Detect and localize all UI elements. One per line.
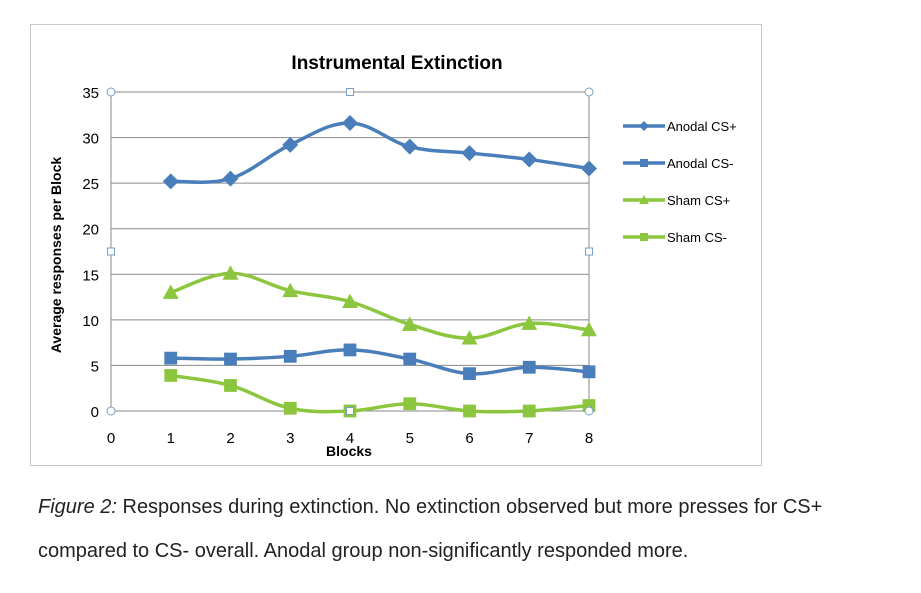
legend-marker-sham-csplus (639, 195, 649, 204)
data-point-sham-csminus-2 (224, 379, 237, 392)
data-point-sham-csplus-8 (581, 321, 597, 337)
x-axis-label: Blocks (326, 443, 372, 459)
x-tick-label-6: 6 (465, 430, 473, 447)
data-point-sham-csplus-7 (521, 315, 538, 330)
legend-label-anodal-csminus: Anodal CS- (667, 156, 733, 171)
data-point-anodal-csplus-6 (461, 145, 478, 162)
selection-handle-corner-1 (584, 87, 594, 97)
data-point-sham-csminus-1 (164, 369, 178, 382)
x-tick-label-8: 8 (585, 430, 593, 447)
data-point-anodal-csplus-3 (282, 136, 299, 153)
data-point-anodal-csplus-8 (581, 160, 597, 177)
selection-handle-side-1 (346, 407, 354, 415)
figure-caption-line-2: compared to CS- overall. Anodal group no… (38, 540, 688, 563)
data-point-anodal-csplus-4 (342, 114, 358, 131)
y-tick-label-15: 15 (82, 267, 99, 284)
legend-marker-sham-csminus (640, 233, 648, 241)
selection-handles (106, 87, 594, 416)
data-point-anodal-csminus-8 (582, 365, 596, 379)
legend: Anodal CS+ Anodal CS- Sham CS+ Sham CS- (623, 119, 737, 245)
data-point-sham-csplus-5 (401, 316, 418, 331)
x-tick-label-4: 4 (346, 430, 354, 447)
x-tick-label-7: 7 (525, 430, 533, 447)
data-point-sham-csminus-6 (463, 404, 476, 418)
data-point-anodal-csminus-2 (224, 352, 237, 366)
line-chart: Instrumental Extinction Average response… (48, 53, 737, 459)
chart-title: Instrumental Extinction (291, 53, 502, 74)
x-tick-label-0: 0 (107, 430, 115, 447)
y-tick-label-30: 30 (82, 131, 99, 148)
data-point-anodal-csplus-7 (521, 151, 538, 168)
legend-label-anodal-csplus: Anodal CS+ (667, 119, 737, 134)
selection-handle-corner-3 (584, 406, 594, 416)
legend-label-sham-csplus: Sham CS+ (667, 193, 730, 208)
data-point-sham-csplus-2 (222, 265, 239, 280)
data-point-sham-csminus-7 (522, 404, 536, 418)
y-axis-label: Average responses per Block (48, 157, 64, 354)
x-tick-label-3: 3 (286, 430, 294, 447)
data-point-anodal-csminus-4 (343, 343, 357, 357)
figure-caption-text-1: Responses during extinction. No extincti… (116, 496, 823, 518)
data-point-anodal-csminus-6 (463, 367, 476, 381)
data-point-anodal-csminus-3 (283, 349, 297, 363)
data-point-sham-csplus-1 (162, 284, 179, 299)
data-point-anodal-csplus-1 (162, 173, 179, 190)
figure-caption-text-2: compared to CS- overall. Anodal group no… (38, 540, 689, 562)
y-tick-label-10: 10 (82, 313, 99, 330)
selection-handle-corner-0 (106, 87, 116, 97)
legend-marker-anodal-csplus (639, 121, 649, 131)
x-tick-label-5: 5 (406, 430, 414, 447)
selection-handle-corner-2 (106, 406, 116, 416)
data-point-sham-csminus-3 (283, 401, 297, 415)
legend-label-sham-csminus: Sham CS- (667, 230, 727, 245)
selection-handle-side-2 (107, 247, 115, 256)
data-point-sham-csminus-5 (403, 397, 417, 411)
selection-handle-side-3 (585, 247, 593, 256)
data-point-anodal-csminus-5 (403, 352, 417, 366)
figure-caption-line-1: Figure 2: Responses during extinction. N… (38, 496, 822, 519)
data-point-sham-csplus-3 (282, 282, 299, 298)
data-point-anodal-csplus-2 (222, 170, 239, 187)
y-tick-label-35: 35 (82, 85, 99, 102)
y-tick-label-20: 20 (82, 222, 99, 239)
data-point-sham-csplus-4 (342, 293, 358, 309)
axes: 0 5 10 15 20 25 30 35 0 1 2 3 4 5 6 7 8 (82, 85, 593, 447)
data-point-sham-csplus-6 (461, 330, 478, 345)
series-line-anodal-csplus (170, 121, 590, 184)
x-tick-label-1: 1 (167, 430, 175, 447)
y-tick-label-25: 25 (82, 176, 99, 193)
legend-marker-anodal-csminus (640, 159, 648, 167)
y-tick-label-0: 0 (91, 404, 99, 421)
gridlines (111, 91, 590, 411)
figure-caption-label: Figure 2: (38, 496, 117, 518)
x-tick-label-2: 2 (226, 430, 234, 447)
y-tick-label-5: 5 (91, 358, 99, 375)
data-point-anodal-csplus-5 (401, 138, 418, 155)
data-point-anodal-csminus-7 (522, 360, 536, 374)
series-layer (162, 114, 597, 418)
chart-frame: Instrumental Extinction Average response… (30, 24, 762, 466)
selection-handle-side-0 (346, 88, 354, 96)
data-point-anodal-csminus-1 (164, 351, 178, 365)
